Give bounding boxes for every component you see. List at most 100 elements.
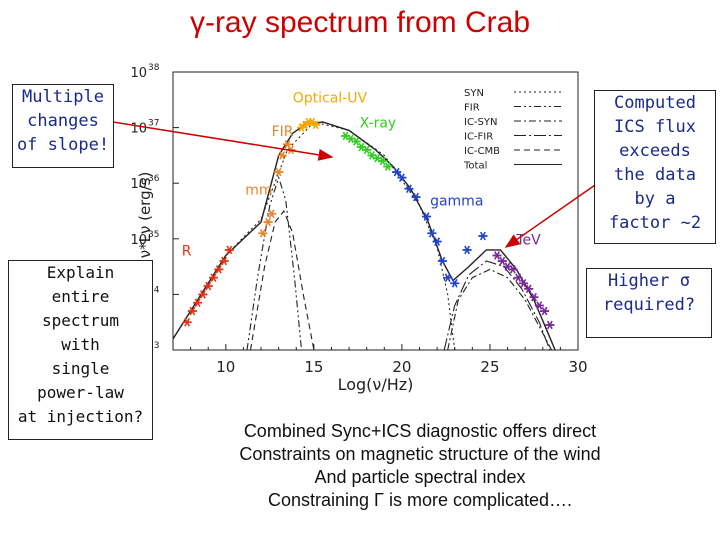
x-axis-label: Log(ν/Hz)	[338, 375, 414, 394]
note-single-power-law-line: with	[61, 335, 100, 354]
point-mm	[258, 228, 268, 238]
legend-label: IC-FIR	[464, 132, 493, 143]
curve-ic-cmb	[249, 209, 315, 351]
point-tev	[524, 284, 534, 294]
arrow-slope	[112, 121, 334, 161]
legend-label: SYN	[464, 88, 484, 99]
y-tick-label: 10	[130, 233, 147, 248]
x-tick-label: 15	[304, 358, 323, 376]
note-ics-flux-line: exceeds	[619, 141, 691, 161]
point-mm	[267, 209, 277, 219]
point-r	[198, 290, 208, 299]
legend-label: FIR	[464, 103, 480, 114]
legend-label: IC-CMB	[464, 146, 500, 157]
band-label-mm: mm	[245, 182, 272, 198]
note-ics-flux-line: factor ~2	[608, 213, 702, 233]
point-gamma	[411, 192, 421, 202]
y-tick-exponent: 37	[148, 119, 159, 129]
note-ics-flux: Computed ICS flux exceeds the data by a facto…	[594, 90, 716, 244]
note-slope-changes-line: Multiple	[22, 87, 104, 107]
point-tev	[497, 256, 507, 266]
band-label-x-ray: X-ray	[360, 116, 397, 132]
point-x-ray	[351, 137, 361, 146]
point-r	[193, 298, 203, 308]
point-gamma	[397, 173, 407, 182]
point-tev	[540, 306, 550, 316]
y-tick-exponent: 34	[148, 285, 160, 295]
point-tev	[513, 273, 523, 283]
y-tick-exponent: 35	[148, 230, 159, 240]
point-r	[214, 265, 224, 274]
point-gamma	[437, 256, 447, 266]
point-gamma	[443, 273, 453, 283]
band-label-gamma: gamma	[430, 193, 483, 209]
point-gamma	[450, 278, 460, 288]
y-tick-label: 10	[130, 122, 147, 137]
note-higher-sigma-line: required?	[602, 295, 696, 315]
note-slope-changes: Multiple changes of slope!	[12, 84, 114, 168]
x-tick-label: 20	[392, 358, 411, 376]
band-label-optical-uv: Optical-UV	[293, 91, 368, 107]
point-gamma	[422, 212, 432, 221]
point-r	[187, 306, 197, 316]
note-ics-flux-line: Computed	[614, 93, 696, 113]
y-axis-label: ν*Lν (erg/s)	[136, 172, 154, 259]
point-gamma	[427, 228, 437, 238]
point-mm	[263, 217, 273, 227]
y-tick-exponent: 36	[148, 174, 160, 184]
note-ics-flux-line: by a	[634, 189, 676, 209]
caption-line: Constraints on magnetic structure of the…	[239, 444, 601, 464]
point-gamma	[462, 245, 472, 255]
y-tick-exponent: 38	[148, 63, 160, 73]
curve-ic-syn	[447, 268, 553, 351]
note-single-power-law-line: at injection?	[17, 407, 144, 426]
note-higher-sigma: Higher σ required?	[586, 268, 712, 338]
curve-ic-fir	[443, 260, 551, 351]
caption-line: Combined Sync+ICS diagnostic offers dire…	[243, 421, 597, 441]
y-tick-exponent: 33	[148, 341, 159, 351]
point-x-ray	[383, 162, 393, 171]
point-r	[209, 273, 218, 283]
point-tev	[534, 301, 544, 310]
note-single-power-law: Explain entire spectrum with single power-law…	[8, 260, 153, 440]
point-r	[203, 281, 213, 291]
note-single-power-law-line: spectrum	[41, 311, 120, 330]
slide-title: γ-ray spectrum from Crab	[189, 6, 531, 39]
x-tick-label: 30	[568, 358, 587, 376]
point-gamma	[432, 237, 442, 246]
band-label-fir: FIR	[272, 124, 294, 140]
x-tick-label: 10	[216, 358, 235, 376]
point-tev	[492, 251, 502, 260]
note-slope-changes-line: changes	[27, 111, 99, 131]
point-tev	[545, 320, 555, 330]
band-label-r: R	[182, 243, 192, 259]
point-x-ray	[378, 156, 388, 166]
note-single-power-law-line: single	[51, 359, 110, 378]
caption: Combined Sync+ICS diagnostic offers dire…	[190, 420, 650, 512]
note-single-power-law-line: power-law	[37, 383, 124, 402]
plot-frame	[172, 71, 579, 351]
arrow-ics	[504, 182, 599, 248]
point-gamma	[392, 167, 402, 177]
note-higher-sigma-line: Higher σ	[608, 271, 690, 291]
caption-line: And particle spectral index	[314, 467, 526, 487]
note-single-power-law-line: entire	[51, 287, 110, 306]
point-tev	[518, 278, 528, 288]
point-gamma	[478, 231, 488, 241]
note-ics-flux-line: the data	[614, 165, 696, 185]
point-fir	[277, 151, 287, 160]
note-ics-flux-line: ICS flux	[614, 117, 696, 137]
legend-label: IC-SYN	[464, 117, 497, 128]
y-tick-label: 10	[130, 177, 147, 192]
point-fir	[274, 167, 284, 177]
curve-fir	[246, 175, 303, 351]
point-r	[224, 245, 234, 255]
note-single-power-law-line: Explain	[46, 263, 115, 282]
point-tev	[529, 292, 539, 302]
point-r	[182, 317, 192, 327]
point-optical-uv	[311, 120, 321, 130]
point-x-ray	[362, 145, 372, 155]
x-tick-label: 25	[480, 358, 499, 376]
note-slope-changes-line: of slope!	[16, 135, 110, 155]
band-label-tev: TeV	[515, 232, 541, 248]
